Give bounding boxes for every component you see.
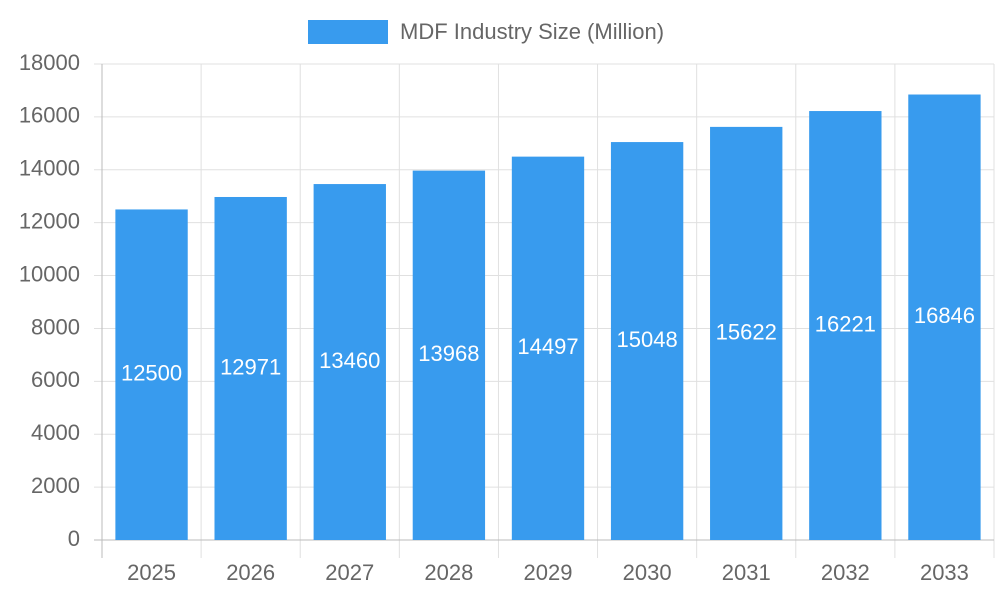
y-tick-label: 10000 xyxy=(19,261,80,286)
x-tick-label: 2032 xyxy=(821,560,870,585)
x-tick-label: 2026 xyxy=(226,560,275,585)
legend-swatch[interactable] xyxy=(308,20,388,44)
bar[interactable] xyxy=(511,156,585,540)
y-tick-label: 2000 xyxy=(31,473,80,498)
data-label: 12971 xyxy=(220,354,281,379)
x-tick-label: 2031 xyxy=(722,560,771,585)
bar[interactable] xyxy=(809,111,882,540)
data-label: 15622 xyxy=(716,319,777,344)
x-tick-label: 2027 xyxy=(325,560,374,585)
x-tick-label: 2025 xyxy=(127,560,176,585)
bar[interactable] xyxy=(710,126,783,540)
data-label: 12500 xyxy=(121,361,182,386)
y-tick-label: 16000 xyxy=(19,103,80,128)
bar[interactable] xyxy=(214,196,287,540)
y-tick-label: 18000 xyxy=(19,50,80,75)
data-label: 13460 xyxy=(319,348,380,373)
x-tick-label: 2029 xyxy=(524,560,573,585)
bar[interactable] xyxy=(115,209,188,540)
y-tick-label: 6000 xyxy=(31,367,80,392)
y-tick-label: 0 xyxy=(68,526,80,551)
bar[interactable] xyxy=(908,94,981,540)
y-tick-label: 4000 xyxy=(31,420,80,445)
data-label: 16846 xyxy=(914,303,975,328)
legend-label[interactable]: MDF Industry Size (Million) xyxy=(400,19,664,44)
data-label: 14497 xyxy=(517,334,578,359)
x-tick-label: 2030 xyxy=(623,560,672,585)
bar[interactable] xyxy=(313,184,386,540)
data-label: 13968 xyxy=(418,341,479,366)
y-tick-label: 12000 xyxy=(19,208,80,233)
data-label: 16221 xyxy=(815,311,876,336)
y-tick-label: 8000 xyxy=(31,314,80,339)
x-tick-label: 2033 xyxy=(920,560,969,585)
bar[interactable] xyxy=(610,142,684,540)
x-tick-label: 2028 xyxy=(424,560,473,585)
data-label: 15048 xyxy=(617,327,678,352)
y-tick-label: 14000 xyxy=(19,156,80,181)
bar[interactable] xyxy=(412,170,486,540)
